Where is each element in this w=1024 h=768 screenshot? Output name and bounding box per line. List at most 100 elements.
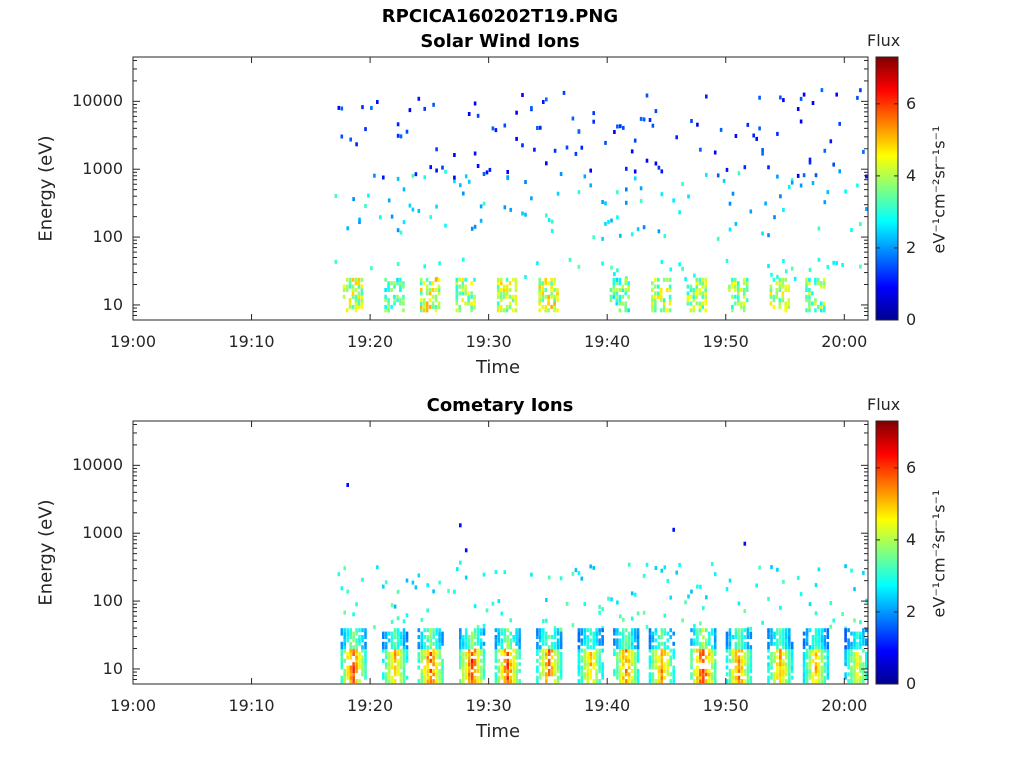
colorbar-tick-label: 2 (906, 237, 917, 257)
heatmap-cell (734, 301, 737, 306)
heatmap-cell (595, 641, 598, 646)
heatmap-cell (778, 277, 782, 282)
heatmap-cell (690, 658, 693, 663)
heatmap-cell (419, 301, 423, 306)
heatmap-cell (499, 291, 503, 296)
heatmap-cell (464, 675, 468, 680)
heatmap-cell (509, 207, 512, 212)
heatmap-cell (382, 631, 385, 636)
heatmap-cell (390, 652, 394, 656)
heatmap-cell (782, 259, 785, 263)
heatmap-cell (423, 264, 426, 269)
heatmap-cell (482, 665, 486, 670)
heatmap-cell (657, 658, 661, 663)
heatmap-cell (423, 645, 426, 650)
heatmap-cell (541, 288, 544, 292)
heatmap-cell (467, 291, 470, 296)
heatmap-cell (689, 308, 693, 313)
heatmap-cell (432, 102, 435, 107)
heatmap-cell (817, 638, 821, 643)
heatmap-cell (509, 618, 512, 623)
heatmap-cell (530, 572, 533, 577)
heatmap-cell (583, 174, 587, 179)
heatmap-cell (633, 672, 637, 677)
heatmap-cell (767, 165, 770, 170)
heatmap-cell (458, 291, 461, 296)
heatmap-cell (411, 580, 415, 585)
heatmap-cell (470, 294, 473, 299)
heatmap-cell (346, 483, 349, 487)
heatmap-cell (701, 301, 704, 306)
heatmap-cell (541, 294, 544, 299)
heatmap-cell (586, 652, 589, 656)
heatmap-cell (742, 294, 746, 299)
heatmap-cell (435, 672, 438, 677)
heatmap-cell (625, 187, 628, 192)
heatmap-cell (823, 628, 827, 633)
heatmap-cell (740, 638, 744, 643)
heatmap-cell (654, 294, 657, 299)
heatmap-cell (473, 631, 477, 636)
heatmap-cell (438, 662, 441, 667)
heatmap-cell (470, 291, 473, 296)
heatmap-cell (710, 648, 714, 653)
heatmap-cell (782, 579, 785, 584)
heatmap-cell (355, 602, 358, 607)
heatmap-cell (503, 205, 507, 210)
heatmap-cell (358, 665, 361, 670)
heatmap-cell (811, 101, 815, 105)
heatmap-cell (387, 198, 391, 203)
heatmap-cell (595, 658, 598, 663)
heatmap-cell (767, 648, 770, 653)
heatmap-cell (459, 655, 462, 660)
heatmap-cell (473, 641, 477, 646)
heatmap-cell (779, 655, 782, 660)
heatmap-cell (512, 662, 515, 667)
heatmap-cell (725, 648, 729, 653)
heatmap-cell (435, 679, 438, 684)
heatmap-cell (615, 301, 619, 306)
heatmap-cell (702, 641, 705, 646)
heatmap-cell (669, 595, 672, 600)
heatmap-cell (811, 291, 814, 296)
heatmap-cell (382, 672, 385, 677)
heatmap-cell (524, 275, 527, 279)
heatmap-cell (426, 675, 429, 680)
heatmap-cell (544, 308, 547, 313)
heatmap-cell (393, 298, 396, 303)
heatmap-cell (672, 675, 675, 680)
heatmap-cell (500, 645, 504, 650)
heatmap-cell (648, 645, 652, 650)
heatmap-cell (662, 304, 666, 309)
heatmap-cell (521, 93, 524, 97)
heatmap-cell (660, 665, 664, 670)
heatmap-cell (550, 672, 554, 677)
heatmap-cell (853, 672, 856, 677)
heatmap-cell (651, 645, 655, 650)
heatmap-cell (514, 284, 518, 289)
heatmap-cell (402, 672, 406, 677)
heatmap-cell (695, 291, 699, 296)
heatmap-cell (462, 638, 465, 643)
heatmap-cell (349, 668, 352, 673)
heatmap-cell (612, 281, 616, 286)
heatmap-cell (556, 291, 559, 296)
heatmap-cell (364, 204, 367, 208)
heatmap-cell (823, 281, 826, 286)
heatmap-cell (844, 658, 847, 663)
heatmap-cell (423, 641, 426, 646)
heatmap-cell (352, 197, 355, 202)
heatmap-cell (577, 264, 581, 269)
heatmap-cell (856, 652, 859, 656)
heatmap-cell (622, 125, 625, 130)
heatmap-cell (776, 665, 779, 670)
heatmap-cell (710, 679, 714, 684)
heatmap-cell (847, 652, 850, 656)
heatmap-cell (601, 672, 604, 677)
heatmap-cell (553, 294, 556, 299)
heatmap-cell (343, 610, 346, 615)
heatmap-cell (405, 658, 409, 663)
heatmap-cell (556, 631, 560, 636)
heatmap-cell (467, 652, 471, 656)
